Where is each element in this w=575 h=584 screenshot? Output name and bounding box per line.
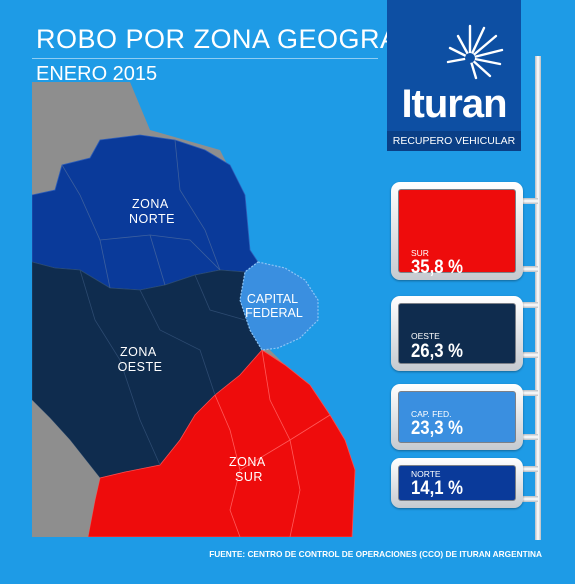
satellite-burst-icon (446, 24, 504, 80)
stat-card-capfed: CAP. FED. 23,3 % (391, 384, 523, 450)
stat-card-norte-panel: NORTE 14,1 % (398, 465, 516, 501)
zone-oeste-label: ZONA OESTE (118, 345, 163, 374)
stat-card-sur-panel: SUR 35,8 % (398, 189, 516, 278)
brand-tagline: RECUPERO VEHICULAR (387, 131, 521, 151)
stat-card-oeste-panel: OESTE 26,3 % (398, 303, 516, 364)
stat-region-label: SUR (411, 248, 429, 258)
signpost-arm (522, 466, 538, 472)
signpost-arm (522, 198, 538, 204)
oeste-boundaries (79, 269, 246, 466)
chart-title: ROBO POR ZONA GEOGRAF. (36, 24, 421, 54)
stat-card-sur: SUR 35,8 % (391, 182, 523, 280)
title-divider (32, 58, 378, 59)
sur-boundaries (214, 349, 331, 537)
signpost-arm (522, 352, 538, 358)
stat-region-label: OESTE (411, 331, 440, 341)
stat-value: 23,3 % (411, 418, 464, 439)
signpost-arm (522, 390, 538, 396)
signpost-arm (522, 302, 538, 308)
stat-region-label: NORTE (411, 469, 441, 479)
signpost-arm (522, 496, 538, 502)
zone-capital-area (239, 261, 319, 351)
stat-card-capfed-panel: CAP. FED. 23,3 % (398, 391, 516, 443)
stat-region-label: CAP. FED. (411, 409, 452, 419)
brand-name: Ituran (401, 82, 507, 126)
stat-card-norte: NORTE 14,1 % (391, 458, 523, 508)
stat-value: 35,8 % (411, 257, 464, 278)
signpost-arm (522, 434, 538, 440)
source-note: FUENTE: CENTRO DE CONTROL DE OPERACIONES… (209, 549, 542, 559)
outside-southwest (32, 400, 100, 537)
stat-card-oeste: OESTE 26,3 % (391, 296, 523, 371)
norte-boundaries (61, 139, 221, 289)
zone-norte-label: ZONA NORTE (129, 197, 175, 226)
stat-value: 14,1 % (411, 478, 464, 499)
zone-capital-label: CAPITAL FEDERAL (245, 292, 303, 320)
period-label: ENERO 2015 (36, 63, 158, 85)
signpost-arm (522, 266, 538, 272)
signpost-pole (535, 56, 541, 540)
stat-value: 26,3 % (411, 341, 464, 362)
zone-sur-label: ZONA SUR (229, 455, 269, 484)
ituran-logo: Ituran RECUPERO VEHICULAR (387, 0, 521, 151)
